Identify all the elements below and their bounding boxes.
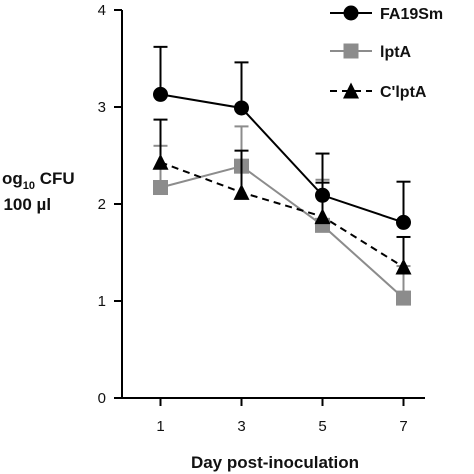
y-axis-title: og10 CFU / 100 µl	[0, 169, 75, 214]
series-layer	[152, 45, 412, 306]
legend-label: FA19Sm	[380, 6, 443, 23]
data-point	[395, 258, 412, 275]
y-axis-title-subscript: 10	[23, 180, 35, 192]
legend-marker	[343, 5, 359, 21]
series-line	[160, 93, 404, 224]
data-point	[152, 153, 169, 170]
data-point	[234, 100, 249, 116]
legend: FA19Sm lptA C'lptA	[330, 5, 443, 101]
x-tick-label: 5	[318, 418, 326, 435]
y-tick-label: 2	[98, 196, 106, 213]
data-point	[153, 180, 168, 196]
data-point	[315, 187, 330, 203]
data-point	[233, 183, 250, 200]
x-ticks: 1 3 5 7	[156, 398, 408, 435]
y-tick-label: 3	[98, 99, 106, 116]
y-axis-title-line2: / 100 µl	[0, 195, 51, 214]
legend-label: C'lptA	[380, 84, 427, 101]
y-axis-title-main: og	[2, 169, 23, 188]
data-point	[396, 214, 411, 230]
legend-marker	[343, 82, 359, 99]
data-point	[314, 208, 331, 225]
x-tick-label: 3	[237, 418, 245, 435]
series-1	[153, 125, 411, 306]
legend-marker	[343, 43, 359, 59]
x-tick-label: 7	[399, 418, 407, 435]
series-0	[153, 45, 411, 230]
y-tick-label: 1	[98, 293, 106, 310]
y-tick-label: 4	[98, 2, 106, 19]
series-line	[160, 165, 405, 299]
y-axis-title-line1: og10 CFU	[2, 169, 75, 192]
y-ticks: 0 1 2 3 4	[98, 2, 122, 407]
series-line	[160, 161, 405, 268]
legend-label: lptA	[380, 44, 412, 61]
legend-entry-2: C'lptA	[330, 82, 427, 101]
x-axis-title: Day post-inoculation	[191, 453, 359, 472]
y-tick-label: 0	[98, 390, 106, 407]
y-axis-title-rest: CFU	[35, 169, 75, 188]
legend-entry-1: lptA	[330, 43, 412, 61]
x-tick-label: 1	[156, 418, 164, 435]
data-point	[153, 86, 168, 102]
series-2	[152, 118, 412, 275]
data-point	[396, 290, 411, 306]
axes	[121, 10, 425, 399]
legend-entry-0: FA19Sm	[330, 5, 443, 23]
